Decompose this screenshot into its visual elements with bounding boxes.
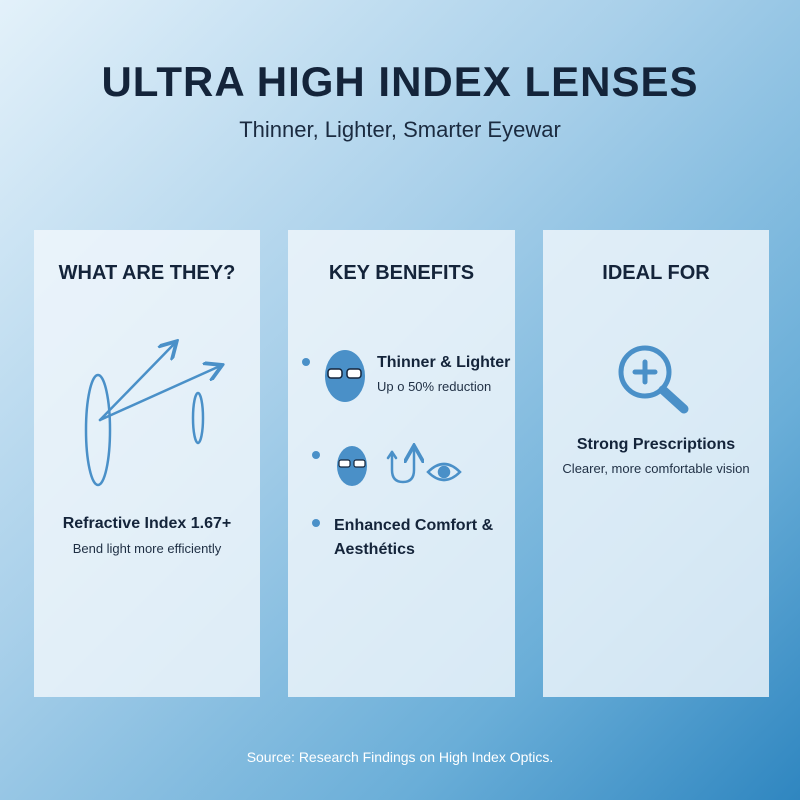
arrow-icon xyxy=(386,450,398,460)
panel-title: KEY BENEFITS xyxy=(328,262,475,284)
benefit-heading: Enhanced Comfort & Aesthétics xyxy=(334,517,494,558)
panel: IDEAL FOR Strong Prescriptions Clearer, … xyxy=(543,230,769,697)
panel-title: WHAT ARE THEY? xyxy=(58,262,236,284)
source: Source: Research Findings on High Index … xyxy=(246,749,554,765)
ray-icon xyxy=(98,343,175,422)
head-icon xyxy=(337,446,367,486)
arrow-icon xyxy=(390,448,414,484)
subtitle: Thinner, Lighter, Smarter Eyewar xyxy=(239,117,561,142)
bullets xyxy=(302,358,320,527)
panel: KEY BENEFITS Thinner & Lighter Up o 50% … xyxy=(288,230,515,697)
panel-heading: Strong Prescriptions xyxy=(576,436,736,453)
panel-title: IDEAL FOR xyxy=(602,262,710,284)
panel-heading: Refractive Index 1.67+ xyxy=(62,515,232,532)
panel-text: Clearer, more comfortable vision xyxy=(562,461,750,476)
lens-icon xyxy=(191,391,205,445)
panel: WHAT ARE THEY? Refractive Index 1.67+ Be… xyxy=(34,230,260,697)
benefit-heading: Thinner & Lighter xyxy=(377,354,511,371)
eye-icon xyxy=(426,462,462,482)
ray-icon xyxy=(98,366,220,422)
lens-icon xyxy=(84,373,112,487)
head-icon xyxy=(325,350,365,402)
title: ULTRA HIGH INDEX LENSES xyxy=(101,58,699,105)
benefit-text: Up o 50% reduction xyxy=(377,379,492,394)
magnifier-icon xyxy=(618,345,689,414)
panel-text: Bend light more efficiently xyxy=(72,541,222,556)
